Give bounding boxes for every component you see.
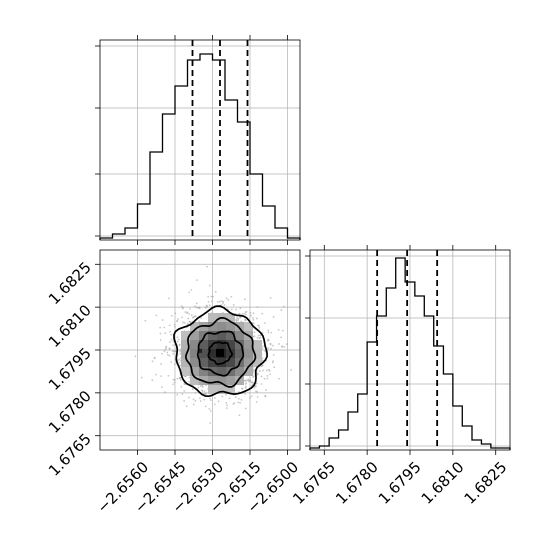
joint-contour-panel: −2.6560−2.6545−2.6530−2.6515−2.65001.676… bbox=[45, 249, 302, 517]
top-left-histogram-panel bbox=[95, 35, 301, 245]
joint-peak-cell-2 bbox=[198, 348, 202, 353]
right-hist-xtick-label-1: 1.6780 bbox=[332, 458, 382, 508]
right-hist-xtick-label-2: 1.6795 bbox=[375, 458, 425, 508]
joint-ytick-label-4: 1.6825 bbox=[45, 258, 95, 308]
joint-contour-1 bbox=[196, 330, 245, 377]
joint-peak-cell bbox=[216, 348, 224, 357]
joint-ytick-label-3: 1.6810 bbox=[45, 301, 95, 351]
joint-contour-0 bbox=[207, 341, 233, 366]
right-hist-xtick-label-3: 1.6810 bbox=[418, 458, 468, 508]
joint-ytick-label-0: 1.6765 bbox=[45, 430, 95, 480]
joint-contour-2 bbox=[185, 316, 257, 388]
joint-contour-3 bbox=[173, 305, 268, 398]
top-hist-histogram-steps bbox=[99, 53, 301, 240]
joint-ytick-label-2: 1.6795 bbox=[45, 344, 95, 394]
joint-ytick-label-1: 1.6780 bbox=[45, 387, 95, 437]
right-hist-histogram-steps bbox=[309, 257, 511, 450]
top-hist-frame bbox=[99, 39, 301, 241]
right-hist-xtick-label-4: 1.6825 bbox=[461, 458, 511, 508]
